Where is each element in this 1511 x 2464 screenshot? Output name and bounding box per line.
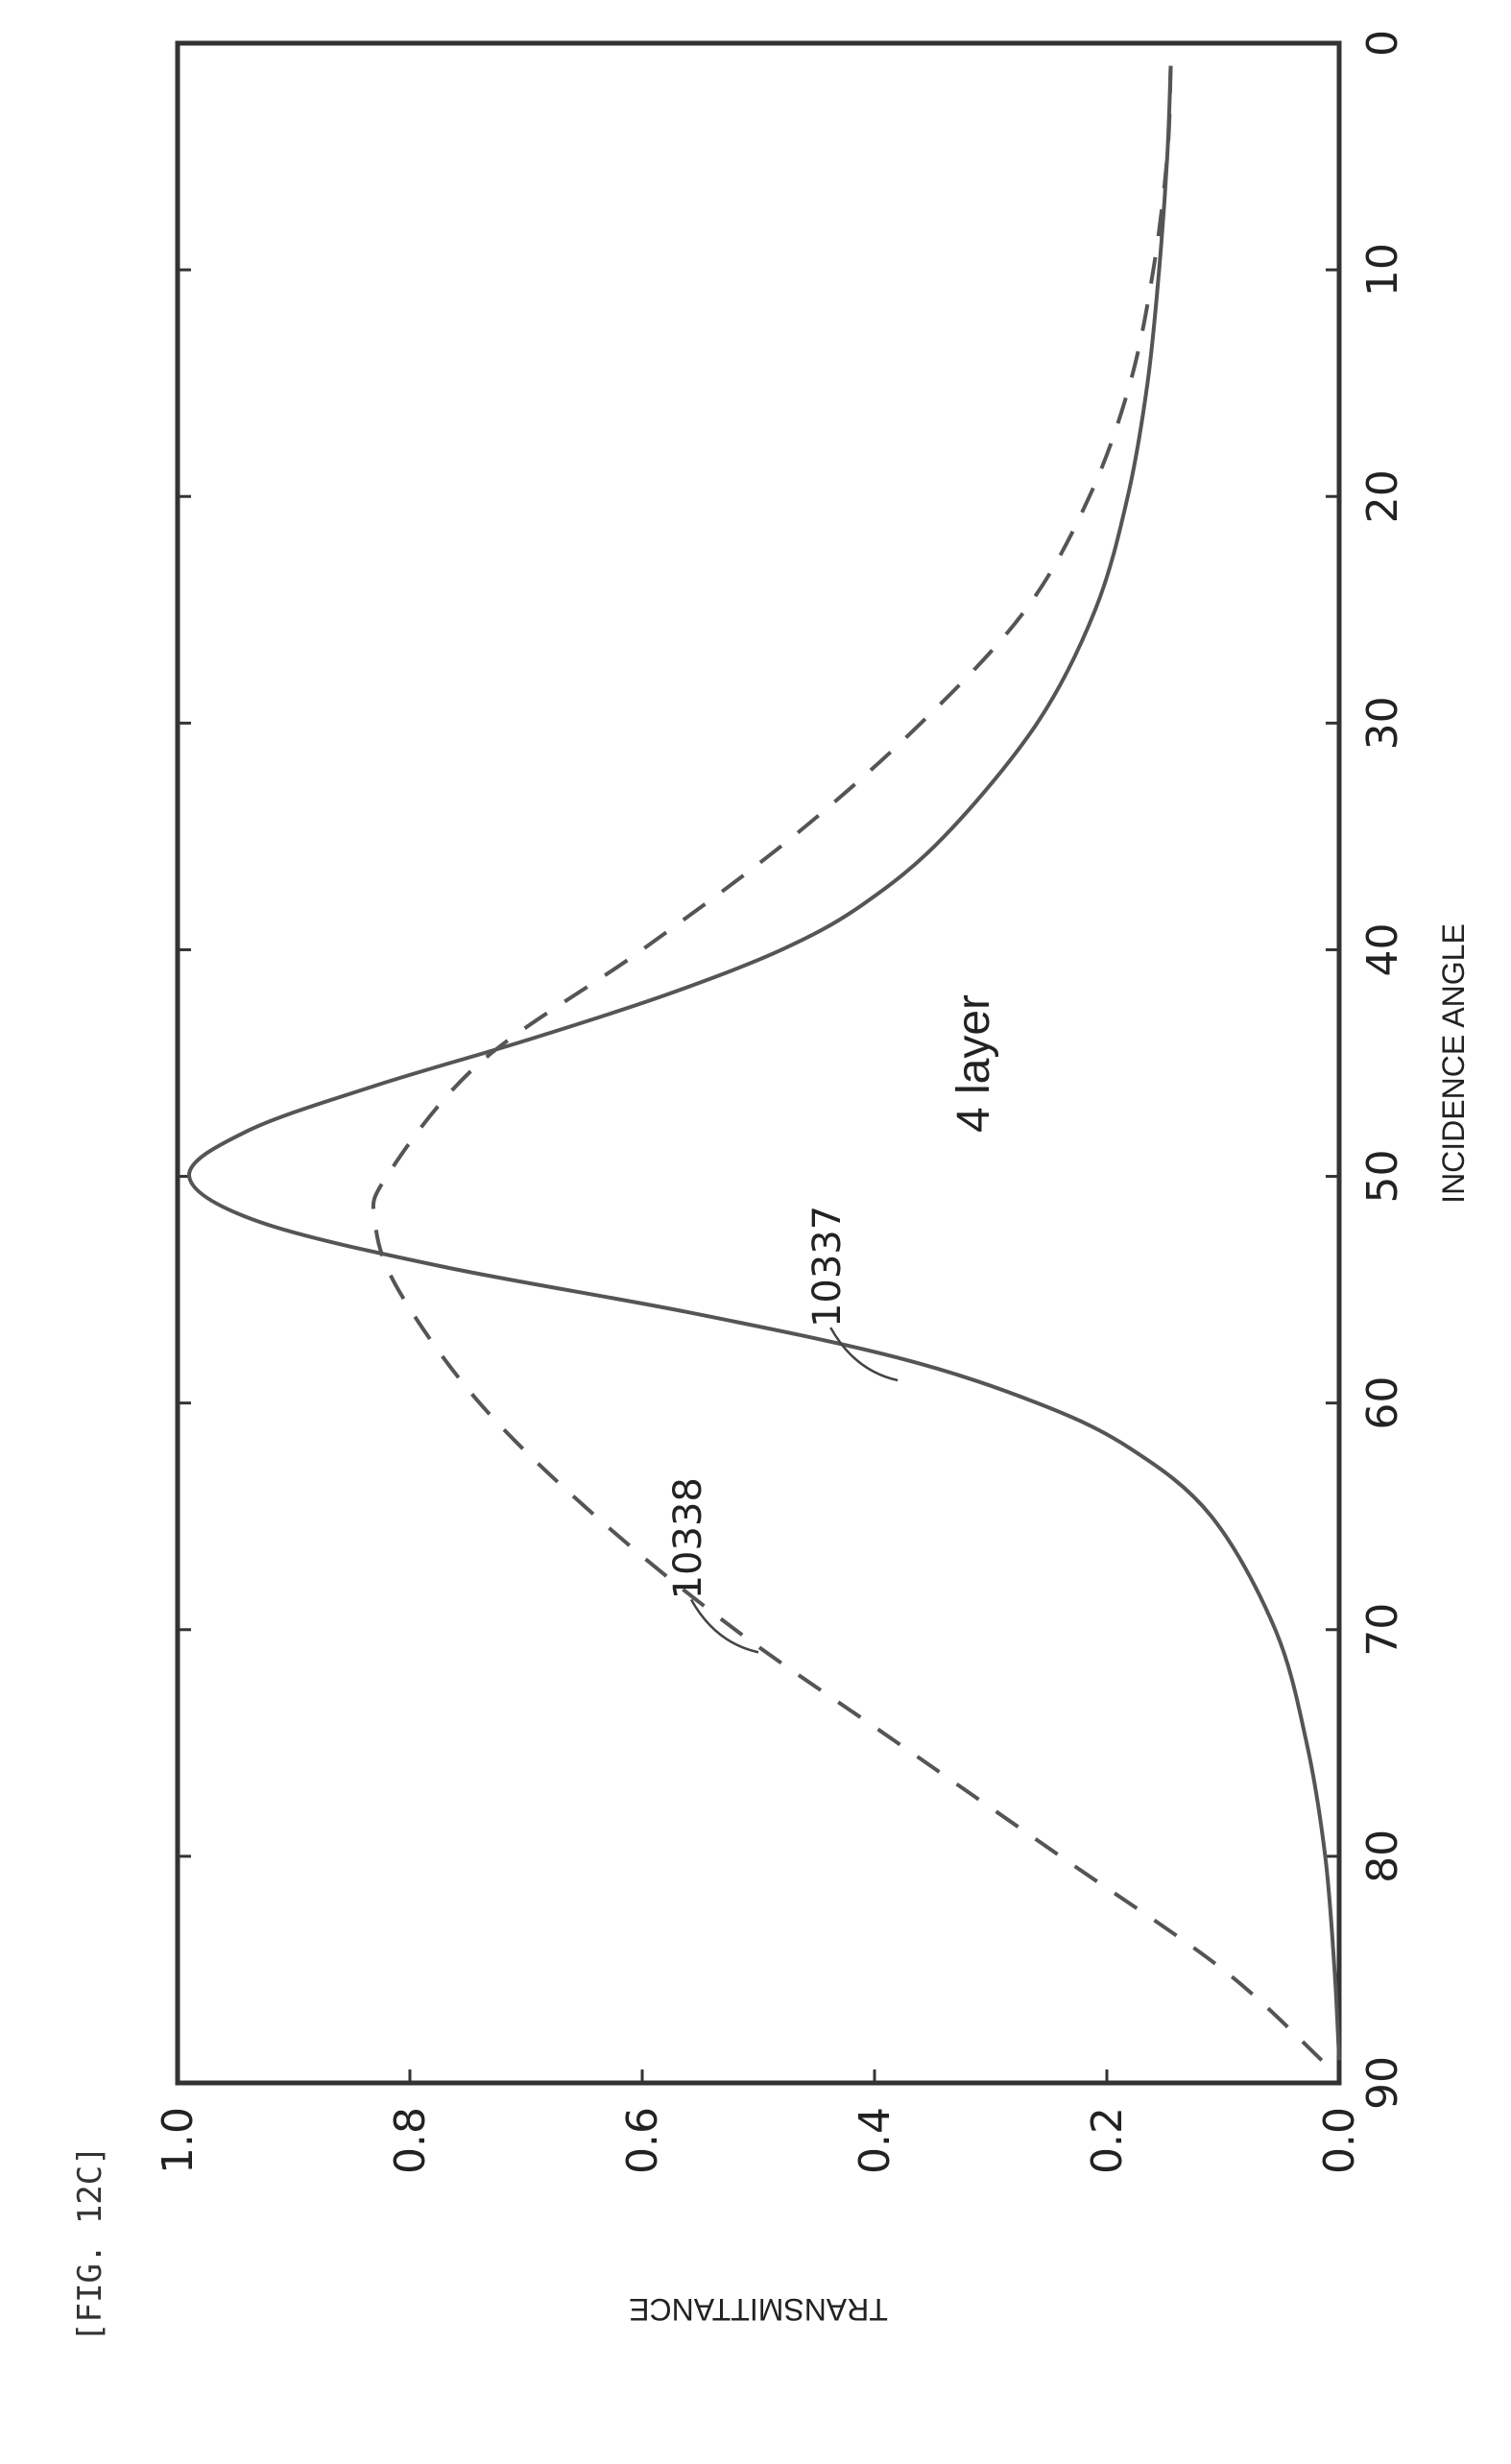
x-tick-label: 10 (1358, 243, 1407, 297)
y-tick-label: 0.4 (851, 2107, 899, 2174)
annotation-leader (689, 1598, 759, 1654)
series-line-10337 (187, 65, 1341, 2061)
x-tick-label: 50 (1358, 1150, 1407, 1204)
x-axis-ticks: 0 10 20 30 40 50 60 70 80 90 (178, 30, 1407, 2110)
y-tick-label: 0.6 (618, 2107, 667, 2174)
chart-title: 4 layer (948, 994, 999, 1133)
series-line-10338 (371, 65, 1324, 2062)
annotation-layer: 10337 10338 (666, 1206, 899, 1654)
annotation-label-10338: 10338 (666, 1477, 710, 1599)
annotation-label-10337: 10337 (805, 1206, 850, 1328)
x-tick-label: 80 (1358, 1830, 1407, 1883)
x-tick-label: 40 (1358, 922, 1407, 976)
annotation-leader (829, 1327, 899, 1382)
plot-frame (175, 40, 1342, 2086)
y-axis-title: TRANSMITTANCE (629, 2292, 888, 2327)
x-tick-label: 60 (1358, 1376, 1407, 1430)
x-tick-label: 90 (1358, 2056, 1407, 2110)
y-axis-ticks: 0.0 0.2 0.4 0.6 0.8 1.0 (154, 2069, 1364, 2174)
figure-label: [FIG. 12C] (71, 2145, 109, 2342)
plot-area: 0.0 0.2 0.4 0.6 0.8 1.0 0 10 20 30 40 50 60 70 80 90 1… (154, 30, 1407, 2174)
x-tick-label: 0 (1358, 30, 1407, 57)
y-tick-label: 0.0 (1315, 2107, 1364, 2174)
y-tick-label: 0.2 (1083, 2107, 1132, 2174)
y-tick-label: 0.8 (386, 2107, 435, 2174)
x-tick-label: 70 (1358, 1603, 1407, 1657)
x-tick-label: 20 (1358, 469, 1407, 523)
series-layer (187, 65, 1341, 2062)
y-tick-label: 1.0 (154, 2107, 203, 2174)
x-tick-label: 30 (1358, 696, 1407, 750)
x-axis-title: INCIDENCE ANGLE (1436, 923, 1471, 1204)
